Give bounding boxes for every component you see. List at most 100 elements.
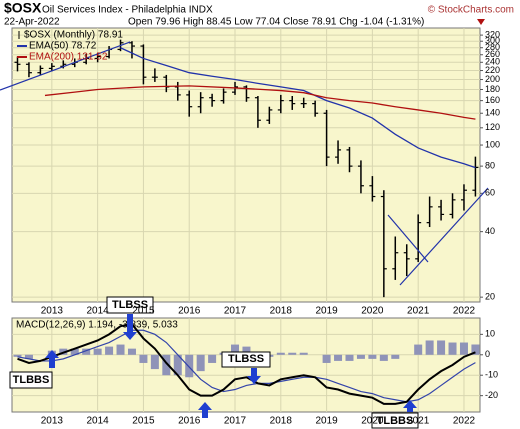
x-tick-label: 2017 <box>224 416 247 427</box>
symbol: $OSX <box>4 0 42 16</box>
trend-line <box>0 41 131 91</box>
annotation-text: TLBSS <box>112 299 148 311</box>
x-tick-label: 2021 <box>407 306 430 317</box>
x-tick-label: 2018 <box>270 306 293 317</box>
y-tick-label: 180 <box>485 84 500 94</box>
annotation: TLBBS <box>371 400 419 429</box>
x-tick-label: 2013 <box>41 306 64 317</box>
series-line <box>44 85 476 120</box>
macd-label: MACD(12,26,9) 1.194, -3.839, 5.033 <box>16 320 178 331</box>
y-tick-label: 280 <box>485 42 500 52</box>
histogram-bar <box>242 346 251 355</box>
legend-entry: EMA(200) 131.52 <box>29 52 108 63</box>
series-line <box>17 323 476 405</box>
y-tick-label: 300 <box>485 36 500 46</box>
y-tick-label: 60 <box>485 188 495 198</box>
histogram-bar <box>379 354 388 361</box>
histogram-bar <box>334 354 343 361</box>
annotation-text: TLBBS <box>13 374 50 386</box>
x-tick-label: 2019 <box>315 306 338 317</box>
y-tick-label: 10 <box>485 329 495 339</box>
annotation-box <box>371 412 419 429</box>
x-tick-label: 2016 <box>178 306 201 317</box>
arrow <box>123 314 137 340</box>
legend-entry: EMA(50) 78.72 <box>29 41 97 52</box>
credit: © StockCharts.com <box>428 5 514 16</box>
annotation-text: TLBSS <box>228 353 264 365</box>
histogram-bar <box>299 352 308 355</box>
annotation: TLBSS <box>106 296 154 340</box>
histogram-bar <box>288 352 297 355</box>
histogram-bar <box>139 354 148 363</box>
y-tick-label: 240 <box>485 57 500 67</box>
y-tick-label: -20 <box>485 390 498 400</box>
histogram-bar <box>414 344 423 355</box>
trend-line <box>387 214 429 263</box>
histogram-bar <box>93 348 102 355</box>
y-tick-label: 140 <box>485 108 500 118</box>
annotation-box <box>221 351 271 368</box>
y-tick-label: -10 <box>485 370 498 380</box>
x-tick-label: 2014 <box>87 306 110 317</box>
down-arrow <box>477 19 485 25</box>
legend: $OSX (Monthly) 78.91 EMA(50) 78.72 EMA(2… <box>17 30 123 63</box>
histogram-bar <box>70 348 79 355</box>
histogram-bar <box>173 354 182 376</box>
histogram-bar <box>13 354 22 357</box>
arrow <box>403 400 417 412</box>
y-tick-label: 200 <box>485 74 500 84</box>
histogram-bar <box>471 344 480 355</box>
series-line <box>17 329 476 403</box>
histogram-bar <box>196 354 205 372</box>
y-tick-label: 40 <box>485 226 495 236</box>
marks <box>12 28 483 412</box>
arrow <box>45 350 59 368</box>
histogram-bar <box>150 354 159 370</box>
y-tick-label: 100 <box>485 139 500 149</box>
histogram-bar <box>437 340 446 355</box>
series-line <box>120 47 476 169</box>
x-tick-label: 2013 <box>41 416 64 427</box>
histogram-bar <box>208 354 217 363</box>
x-tick-label: 2017 <box>224 306 247 317</box>
y-tick-label: 260 <box>485 49 500 59</box>
x-tick-label: 2015 <box>132 416 155 427</box>
histogram-bar <box>276 352 285 355</box>
x-tick-label: 2022 <box>453 416 476 427</box>
histogram-bar <box>185 354 194 378</box>
annotation-text: TLBBS <box>377 415 414 427</box>
histogram-bar <box>425 340 434 355</box>
y-tick-label: 80 <box>485 161 495 171</box>
x-tick-label: 2020 <box>361 416 384 427</box>
histogram-bar <box>345 354 354 361</box>
histogram-bar <box>459 342 468 355</box>
price-panel <box>11 27 481 303</box>
index-name: Oil Services Index - Philadelphia INDX <box>42 5 213 16</box>
histogram-bar <box>116 344 125 355</box>
annotation: TLBBS <box>9 350 59 389</box>
y-tick-label: 220 <box>485 65 500 75</box>
x-tick-label: 2014 <box>87 416 110 427</box>
legend-entry: $OSX (Monthly) 78.91 <box>24 30 123 41</box>
histogram-bar <box>448 342 457 355</box>
y-tick-label: 160 <box>485 95 500 105</box>
x-tick-label: 2018 <box>270 416 293 427</box>
x-tick-label: 2021 <box>407 416 430 427</box>
trend-line <box>399 187 489 286</box>
annotation: TLBSS <box>221 351 271 384</box>
y-tick-label: 0 <box>485 349 490 359</box>
arrow <box>198 402 212 418</box>
histogram-bar <box>162 354 171 376</box>
histogram-bar <box>127 348 136 355</box>
histogram-bar <box>391 354 400 359</box>
y-tick-label: 120 <box>485 122 500 132</box>
x-tick-label: 2015 <box>132 306 155 317</box>
y-tick-label: 20 <box>485 292 495 302</box>
histogram-bar <box>24 354 33 359</box>
arrow <box>247 368 261 384</box>
x-tick-label: 2022 <box>453 306 476 317</box>
histogram-bar <box>322 354 331 363</box>
annotation-box <box>106 296 154 314</box>
histogram-bar <box>231 344 240 355</box>
